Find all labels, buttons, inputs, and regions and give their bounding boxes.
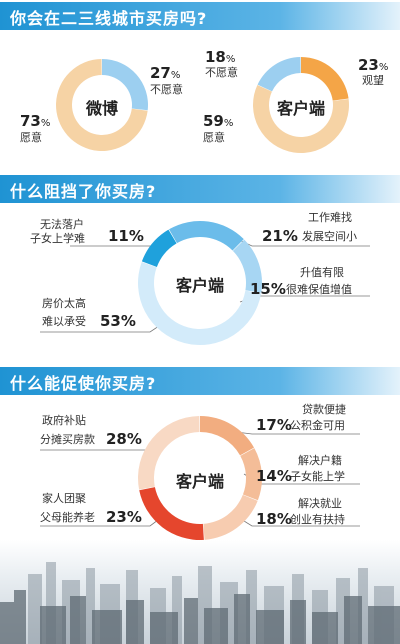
donut-3-slice-3 bbox=[137, 261, 262, 346]
chart4-label-3b: 子女能上学 bbox=[290, 470, 345, 483]
chart3-label-1b: 子女上学难 bbox=[30, 232, 85, 245]
chart1-center-label: 微博 bbox=[85, 99, 118, 118]
chart2-label-wait: 观望 bbox=[362, 74, 384, 87]
donut-3-slice-2 bbox=[232, 239, 262, 293]
donut-1-slice-1 bbox=[102, 59, 149, 111]
leader-line bbox=[235, 431, 360, 435]
chart4-label-4a: 家人团聚 bbox=[42, 492, 86, 505]
chart1-label-unwilling: 不愿意 bbox=[150, 83, 183, 96]
donut-3-slice-4 bbox=[141, 229, 177, 267]
section-title-2: 什么阻挡了你买房? bbox=[10, 182, 157, 201]
chart4-label-5a: 解决就业 bbox=[298, 497, 342, 510]
chart4-label-1b: 分摊买房款 bbox=[40, 433, 95, 446]
donut-3-slice-1 bbox=[169, 220, 244, 251]
chart3-value-2: 21% bbox=[262, 227, 298, 245]
donut-4-slice-2 bbox=[240, 448, 262, 501]
chart4-label-3a: 解决户籍 bbox=[298, 454, 342, 467]
chart2-pct-23: 23% bbox=[358, 56, 389, 74]
chart3-value-1: 11% bbox=[108, 227, 144, 245]
donut-4-slice-3 bbox=[203, 494, 258, 540]
chart4-value-5: 18% bbox=[256, 510, 292, 528]
chart3-label-3a: 升值有限 bbox=[300, 266, 344, 279]
chart3-label-2b: 发展空间小 bbox=[302, 230, 357, 243]
section-heading-2: 什么阻挡了你买房? bbox=[0, 175, 400, 203]
chart4-center-label: 客户端 bbox=[175, 472, 224, 491]
chart2-pct-18: 18% bbox=[205, 48, 236, 66]
chart3-center-label: 客户端 bbox=[175, 276, 224, 295]
donut-4-slice-1 bbox=[200, 416, 255, 456]
chart4-value-1: 28% bbox=[106, 430, 142, 448]
chart4-label-4b: 父母能养老 bbox=[40, 511, 95, 524]
chart2-label-unwilling: 不愿意 bbox=[205, 66, 238, 79]
chart4-label-5b: 创业有扶持 bbox=[290, 513, 345, 526]
chart3-label-4b: 难以承受 bbox=[42, 315, 86, 328]
chart1-label-willing: 愿意 bbox=[20, 131, 42, 144]
chart2-center-label: 客户端 bbox=[276, 99, 325, 118]
donut-4-slice-4 bbox=[139, 487, 204, 541]
section-heading-1: 你会在二三线城市买房吗? bbox=[0, 2, 400, 30]
chart4-label-2a: 贷款便捷 bbox=[302, 403, 346, 416]
chart4-label-1a: 政府补贴 bbox=[42, 414, 86, 427]
section-heading-3: 什么能促使你买房? bbox=[0, 367, 400, 395]
chart2-pct-59: 59% bbox=[203, 112, 234, 130]
section-title-3: 什么能促使你买房? bbox=[10, 374, 157, 393]
chart4-value-2: 17% bbox=[256, 416, 292, 434]
donut-2-slice-1 bbox=[301, 57, 349, 101]
chart1-pct-27: 27% bbox=[150, 64, 181, 82]
chart4-value-4: 23% bbox=[106, 508, 142, 526]
chart3-label-4a: 房价太高 bbox=[42, 297, 86, 310]
chart2-label-willing: 愿意 bbox=[203, 131, 225, 144]
donut-4-slice-5 bbox=[138, 416, 200, 490]
chart1-pct-73: 73% bbox=[20, 112, 51, 130]
chart4-label-2b: 公积金可用 bbox=[290, 419, 345, 432]
section3-bg bbox=[0, 365, 400, 545]
donut-1-slice-2 bbox=[56, 59, 148, 152]
donut-2-slice-3 bbox=[257, 57, 301, 92]
chart3-value-3: 15% bbox=[250, 280, 286, 298]
donut-2-slice-2 bbox=[253, 85, 349, 153]
chart4-value-3: 14% bbox=[256, 467, 292, 485]
chart3-label-2a: 工作难找 bbox=[308, 211, 352, 224]
section-title-1: 你会在二三线城市买房吗? bbox=[10, 9, 208, 28]
chart3-label-1a: 无法落户 bbox=[40, 218, 84, 231]
city-skyline-image bbox=[0, 540, 400, 644]
chart3-value-4: 53% bbox=[100, 312, 136, 330]
chart3-label-3b: 很难保值增值 bbox=[286, 283, 352, 296]
